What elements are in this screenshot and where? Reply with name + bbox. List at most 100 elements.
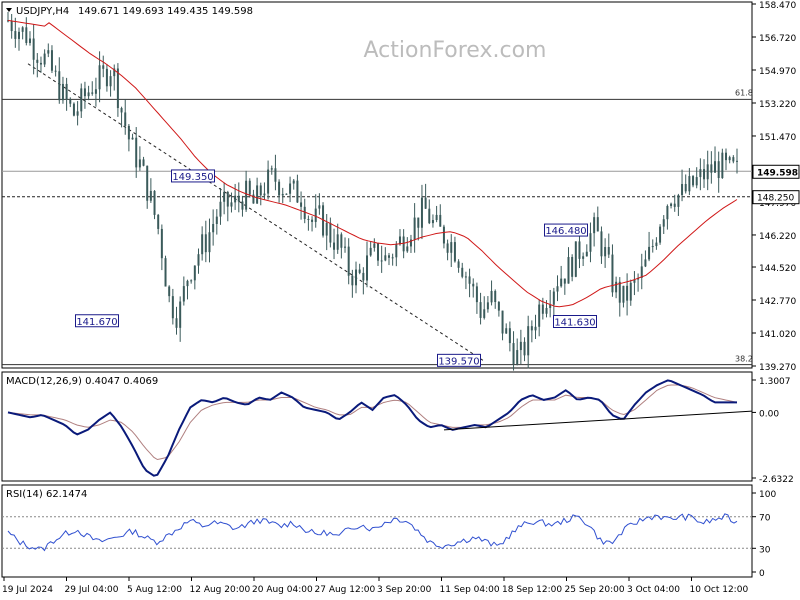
candle-body <box>179 301 182 328</box>
x-tick-label: 11 Sep 04:00 <box>440 585 500 595</box>
candle-body <box>534 326 537 331</box>
candle-body <box>358 269 361 273</box>
candle-body <box>615 281 618 293</box>
price-y-tick-label: 151.470 <box>759 133 796 143</box>
x-tick-label: 18 Sep 12:00 <box>502 585 562 595</box>
candle-body <box>593 217 596 234</box>
candle-body <box>538 304 541 327</box>
candle-body <box>153 190 156 215</box>
rsi-y-axis: 100 70 30 0 <box>752 490 776 579</box>
candle-body <box>461 267 464 277</box>
x-tick-label: 25 Sep 20:00 <box>565 585 625 595</box>
annotation-text: 149.350 <box>172 172 213 183</box>
candle-body <box>721 152 724 179</box>
x-tick-label: 5 Aug 12:00 <box>127 585 182 595</box>
candle-body <box>160 228 163 259</box>
price-annotation: 146.480 <box>544 223 588 237</box>
price-y-tick-label: 141.020 <box>759 330 796 340</box>
macd-lines <box>7 379 753 477</box>
candle-body <box>409 239 412 247</box>
candle-body <box>10 20 13 32</box>
watermark: ActionForex.com <box>364 38 547 63</box>
candle-body <box>376 243 379 261</box>
candle-body <box>450 242 453 253</box>
candle-body <box>728 157 731 161</box>
candle-body <box>600 231 603 257</box>
macd-y-tick-label: 0.00 <box>759 409 779 419</box>
annotation-box <box>544 223 588 237</box>
candle-body <box>325 222 328 236</box>
candle-body <box>519 341 522 351</box>
price-y-tick-label: 142.770 <box>759 297 796 307</box>
x-tick-label: 27 Aug 12:00 <box>315 585 376 595</box>
candle-body <box>344 246 347 248</box>
candle-body <box>684 184 687 192</box>
candle-body <box>523 341 526 356</box>
candle-body <box>61 83 64 101</box>
candle-body <box>263 193 266 196</box>
downtrend-line <box>27 63 486 363</box>
candle-body <box>193 265 196 281</box>
candle-body <box>527 326 530 356</box>
candle-body <box>688 176 691 192</box>
candle-body <box>307 218 310 220</box>
candle-body <box>131 137 134 140</box>
candle-body <box>98 65 101 90</box>
candle-body <box>670 203 673 206</box>
candle-body <box>102 65 105 69</box>
candle-body <box>703 169 706 180</box>
candle-body <box>278 181 281 196</box>
candle-body <box>252 194 255 204</box>
price-y-tick-label: 146.220 <box>759 232 796 242</box>
x-tick-label: 12 Aug 20:00 <box>190 585 251 595</box>
candle-body <box>578 241 581 259</box>
candle-body <box>318 205 321 209</box>
annotation-box <box>75 314 119 328</box>
candle-body <box>36 59 39 63</box>
candle-body <box>223 192 226 202</box>
candle-body <box>490 290 493 303</box>
candle-body <box>25 27 28 43</box>
candle-body <box>32 38 35 60</box>
x-tick-label: 29 Jul 04:00 <box>65 585 119 595</box>
candle-body <box>505 328 508 334</box>
candle-body <box>69 99 72 104</box>
candle-body <box>406 246 409 252</box>
candle-body <box>362 272 365 281</box>
symbol-label: USDJPY,H4 <box>16 6 69 17</box>
annotation-text: 141.670 <box>76 317 117 328</box>
candle-body <box>391 257 394 259</box>
candle-body <box>17 31 20 39</box>
candle-body <box>76 111 79 116</box>
candle-body <box>201 234 204 255</box>
price-annotation: 141.670 <box>75 314 119 328</box>
macd-y-tick-label: -2.6322 <box>759 475 794 485</box>
candle-body <box>182 286 185 302</box>
candle-body <box>212 223 215 233</box>
candle-body <box>435 214 438 221</box>
candle-body <box>164 258 167 287</box>
candle-body <box>626 285 629 301</box>
candle-body <box>113 68 116 77</box>
candle-body <box>105 68 108 87</box>
candle-body <box>387 255 390 258</box>
candle-body <box>285 193 288 195</box>
price-y-tick-label: 158.470 <box>759 1 796 11</box>
candle-body <box>186 280 189 287</box>
candle-body <box>479 302 482 318</box>
candle-body <box>431 220 434 224</box>
candle-body <box>322 205 325 236</box>
candle-body <box>604 247 607 257</box>
support-price-box <box>752 190 800 205</box>
candle-body <box>289 183 292 194</box>
candle-body <box>589 233 592 252</box>
candle-body <box>512 343 515 365</box>
candle-body <box>47 50 50 54</box>
candle-body <box>226 192 229 207</box>
x-tick-label: 20 Aug 04:00 <box>252 585 313 595</box>
annotation-box <box>171 169 215 183</box>
candle-body <box>681 184 684 196</box>
candle-body <box>398 236 401 245</box>
candle-body <box>303 206 306 219</box>
price-annotation: 139.570 <box>437 353 481 367</box>
